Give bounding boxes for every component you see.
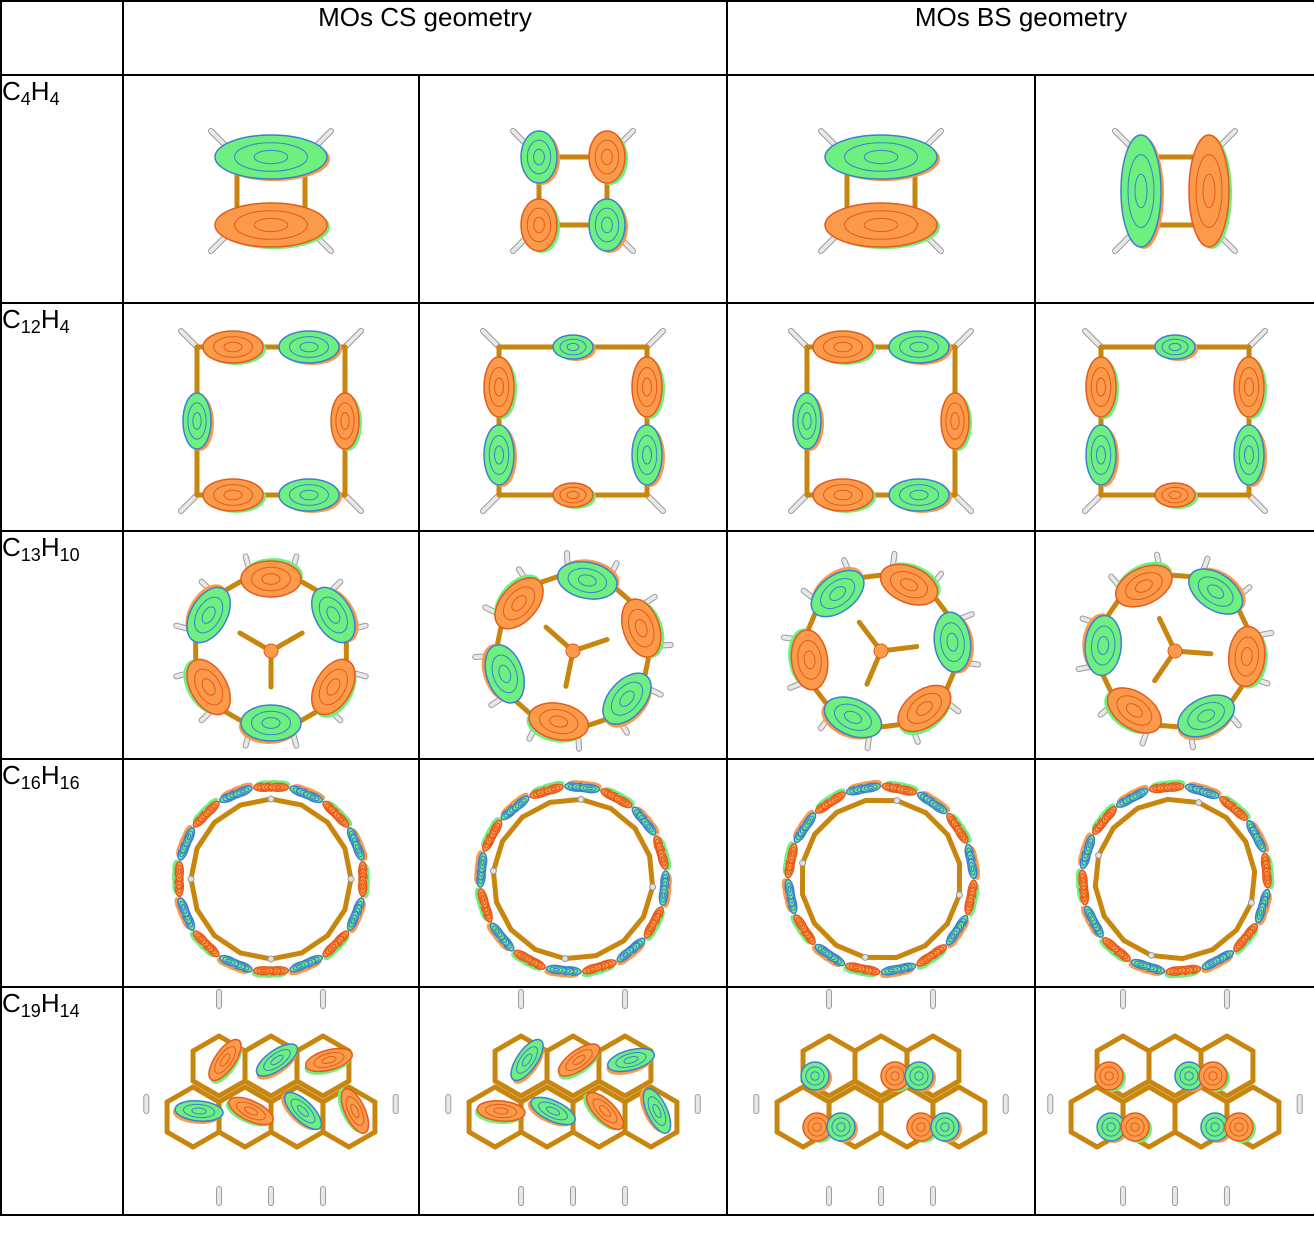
formula-h: H <box>40 760 60 790</box>
formula-c-subscript: 19 <box>20 1001 41 1021</box>
mo-cell-bs-2 <box>1034 302 1314 532</box>
molecular-orbital-plot <box>780 550 982 752</box>
formula-c: C <box>2 760 21 790</box>
formula-h-subscript: 4 <box>59 317 70 337</box>
row-c16h16: C16H16 <box>0 758 1314 988</box>
molecular-orbital-plot <box>208 128 334 254</box>
molecular-orbital-plot <box>143 989 399 1206</box>
formula-h: H <box>40 304 60 334</box>
molecular-orbital-plot <box>178 328 364 514</box>
mo-cell-bs-1 <box>726 986 1037 1216</box>
molecule-label: C4H4 <box>0 74 124 304</box>
formula-c-subscript: 13 <box>20 545 41 565</box>
formula-c: C <box>2 988 21 1018</box>
molecular-orbital-plot <box>472 550 674 752</box>
molecular-orbital-plot <box>1047 989 1303 1206</box>
formula-c-subscript: 4 <box>20 89 31 109</box>
mo-cell-bs-2 <box>1034 530 1314 760</box>
molecule-label: C19H14 <box>0 986 124 1216</box>
molecular-orbital-plot <box>1112 128 1239 254</box>
molecular-orbital-plot <box>753 989 1009 1206</box>
formula-h: H <box>30 76 50 106</box>
mo-cell-bs-1 <box>726 530 1037 760</box>
mo-cell-cs-2 <box>417 758 729 988</box>
molecular-orbital-plot <box>1075 779 1275 979</box>
formula-c-subscript: 12 <box>20 317 41 337</box>
molecular-orbital-plot <box>1075 551 1275 751</box>
formula-h-subscript: 16 <box>59 773 80 793</box>
molecular-orbital-plot <box>172 780 370 978</box>
molecule-label: C12H4 <box>0 302 124 532</box>
mo-cell-cs-1 <box>122 758 420 988</box>
molecular-orbital-plot <box>173 553 369 749</box>
formula-h-subscript: 14 <box>59 1001 80 1021</box>
mo-cell-cs-1 <box>122 986 420 1216</box>
row-c19h14: C19H14 <box>0 986 1314 1216</box>
molecular-orbital-plot <box>474 780 672 978</box>
molecular-orbital-plot <box>445 989 701 1206</box>
molecular-orbital-plot <box>510 128 637 254</box>
formula-h: H <box>40 532 60 562</box>
formula-c: C <box>2 76 21 106</box>
mo-cell-cs-1 <box>122 530 420 760</box>
mo-cell-bs-1 <box>726 74 1037 304</box>
mo-comparison-table: MOs CS geometry MOs BS geometry C4H4 C12… <box>0 0 1314 1216</box>
molecular-orbital-plot <box>480 328 667 514</box>
molecule-label: C16H16 <box>0 758 124 988</box>
mo-cell-bs-1 <box>726 302 1037 532</box>
formula-h-subscript: 10 <box>59 545 80 565</box>
mo-cell-cs-2 <box>417 74 729 304</box>
row-c13h10: C13H10 <box>0 530 1314 760</box>
mo-cell-bs-2 <box>1034 74 1314 304</box>
mo-cell-bs-1 <box>726 758 1037 988</box>
mo-cell-cs-1 <box>122 74 420 304</box>
header-row: MOs CS geometry MOs BS geometry <box>0 0 1314 76</box>
molecular-orbital-plot <box>788 328 975 514</box>
mo-cell-cs-1 <box>122 302 420 532</box>
row-c12h4: C12H4 <box>0 302 1314 532</box>
mo-cell-cs-2 <box>417 302 729 532</box>
molecular-orbital-plot <box>818 128 945 254</box>
formula-c: C <box>2 532 21 562</box>
molecule-label: C13H10 <box>0 530 124 760</box>
header-cs-geometry: MOs CS geometry <box>121 0 729 76</box>
molecular-orbital-plot <box>1082 328 1269 514</box>
row-c4h4: C4H4 <box>0 74 1314 304</box>
formula-h-subscript: 4 <box>49 89 60 109</box>
formula-c-subscript: 16 <box>20 773 41 793</box>
mo-cell-cs-2 <box>417 530 729 760</box>
header-bs-geometry: MOs BS geometry <box>726 0 1314 76</box>
formula-c: C <box>2 304 21 334</box>
mo-cell-cs-2 <box>417 986 729 1216</box>
molecular-orbital-plot <box>781 779 981 979</box>
mo-cell-bs-2 <box>1034 758 1314 988</box>
formula-h: H <box>40 988 60 1018</box>
header-corner-cell <box>0 0 124 76</box>
mo-cell-bs-2 <box>1034 986 1314 1216</box>
